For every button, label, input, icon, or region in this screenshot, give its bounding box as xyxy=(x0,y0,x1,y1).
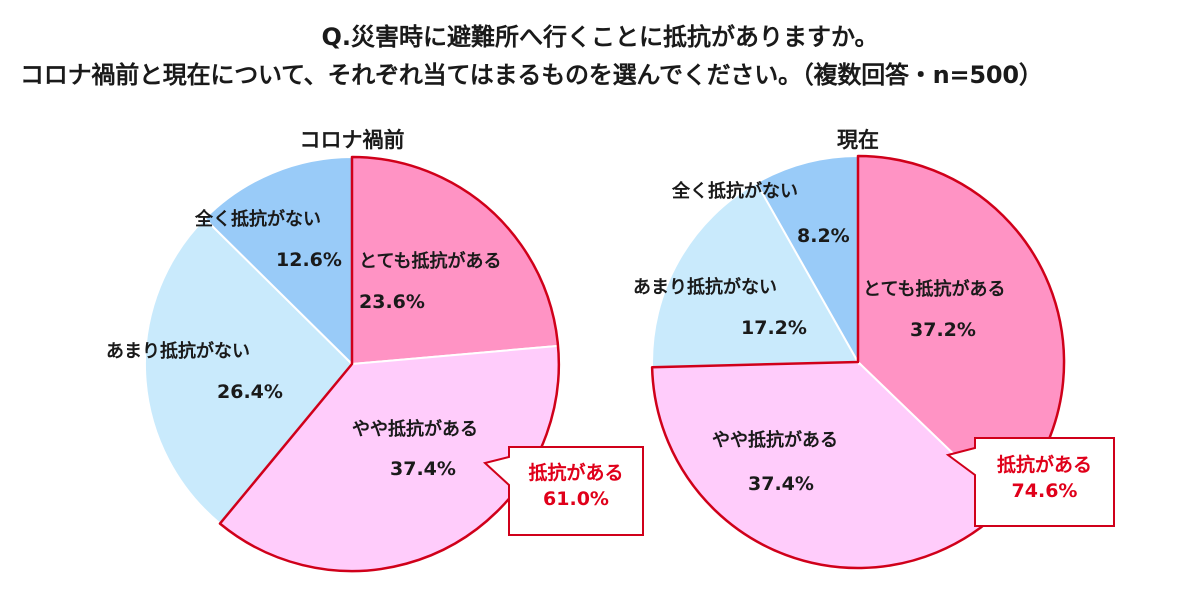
value-somewhat-resist-before: 37.4% xyxy=(390,458,456,480)
slice-none xyxy=(755,154,859,366)
value-none-current: 8.2% xyxy=(797,225,850,247)
slice-not-much xyxy=(143,217,354,526)
value-very-resist-current: 37.2% xyxy=(910,319,976,341)
chart-title-before: コロナ禍前 xyxy=(299,128,405,152)
callout-value-current: 74.6% xyxy=(1011,480,1078,502)
value-none-before: 12.6% xyxy=(276,249,342,271)
pie-current xyxy=(650,154,1115,570)
question-title: Q.災害時に避難所へ行くことに抵抗がありますか。 xyxy=(321,23,879,51)
label-very-resist-current: とても抵抗がある xyxy=(863,279,1006,300)
pie-before-covid xyxy=(143,155,644,573)
callout-before: 抵抗がある 61.0% xyxy=(509,460,643,512)
question-subtitle: コロナ禍前と現在について、それぞれ当てはまるものを選んでください。（複数回答・n… xyxy=(20,61,1043,89)
callout-current: 抵抗がある 74.6% xyxy=(975,452,1114,504)
label-somewhat-resist-before: やや抵抗がある xyxy=(352,419,478,440)
callout-label-before: 抵抗がある xyxy=(528,462,624,484)
label-none-current: 全く抵抗がない xyxy=(672,181,798,202)
callout-label-current: 抵抗がある xyxy=(996,454,1092,476)
callout-box-before xyxy=(482,446,644,536)
value-very-resist-before: 23.6% xyxy=(359,291,425,313)
label-very-resist-before: とても抵抗がある xyxy=(359,251,502,272)
value-not-much-before: 26.4% xyxy=(217,381,283,403)
value-not-much-current: 17.2% xyxy=(741,317,807,339)
label-somewhat-resist-current: やや抵抗がある xyxy=(712,430,838,451)
slice-not-much xyxy=(651,181,860,369)
chart-title-current: 現在 xyxy=(837,128,879,152)
label-not-much-current: あまり抵抗がない xyxy=(633,277,777,298)
label-not-much-before: あまり抵抗がない xyxy=(106,341,250,362)
callout-value-before: 61.0% xyxy=(543,488,609,510)
value-somewhat-resist-current: 37.4% xyxy=(748,473,814,495)
resist-outline xyxy=(218,155,561,573)
label-none-before: 全く抵抗がない xyxy=(195,209,321,230)
slice-none xyxy=(203,155,353,367)
callout-box-current xyxy=(945,437,1115,527)
